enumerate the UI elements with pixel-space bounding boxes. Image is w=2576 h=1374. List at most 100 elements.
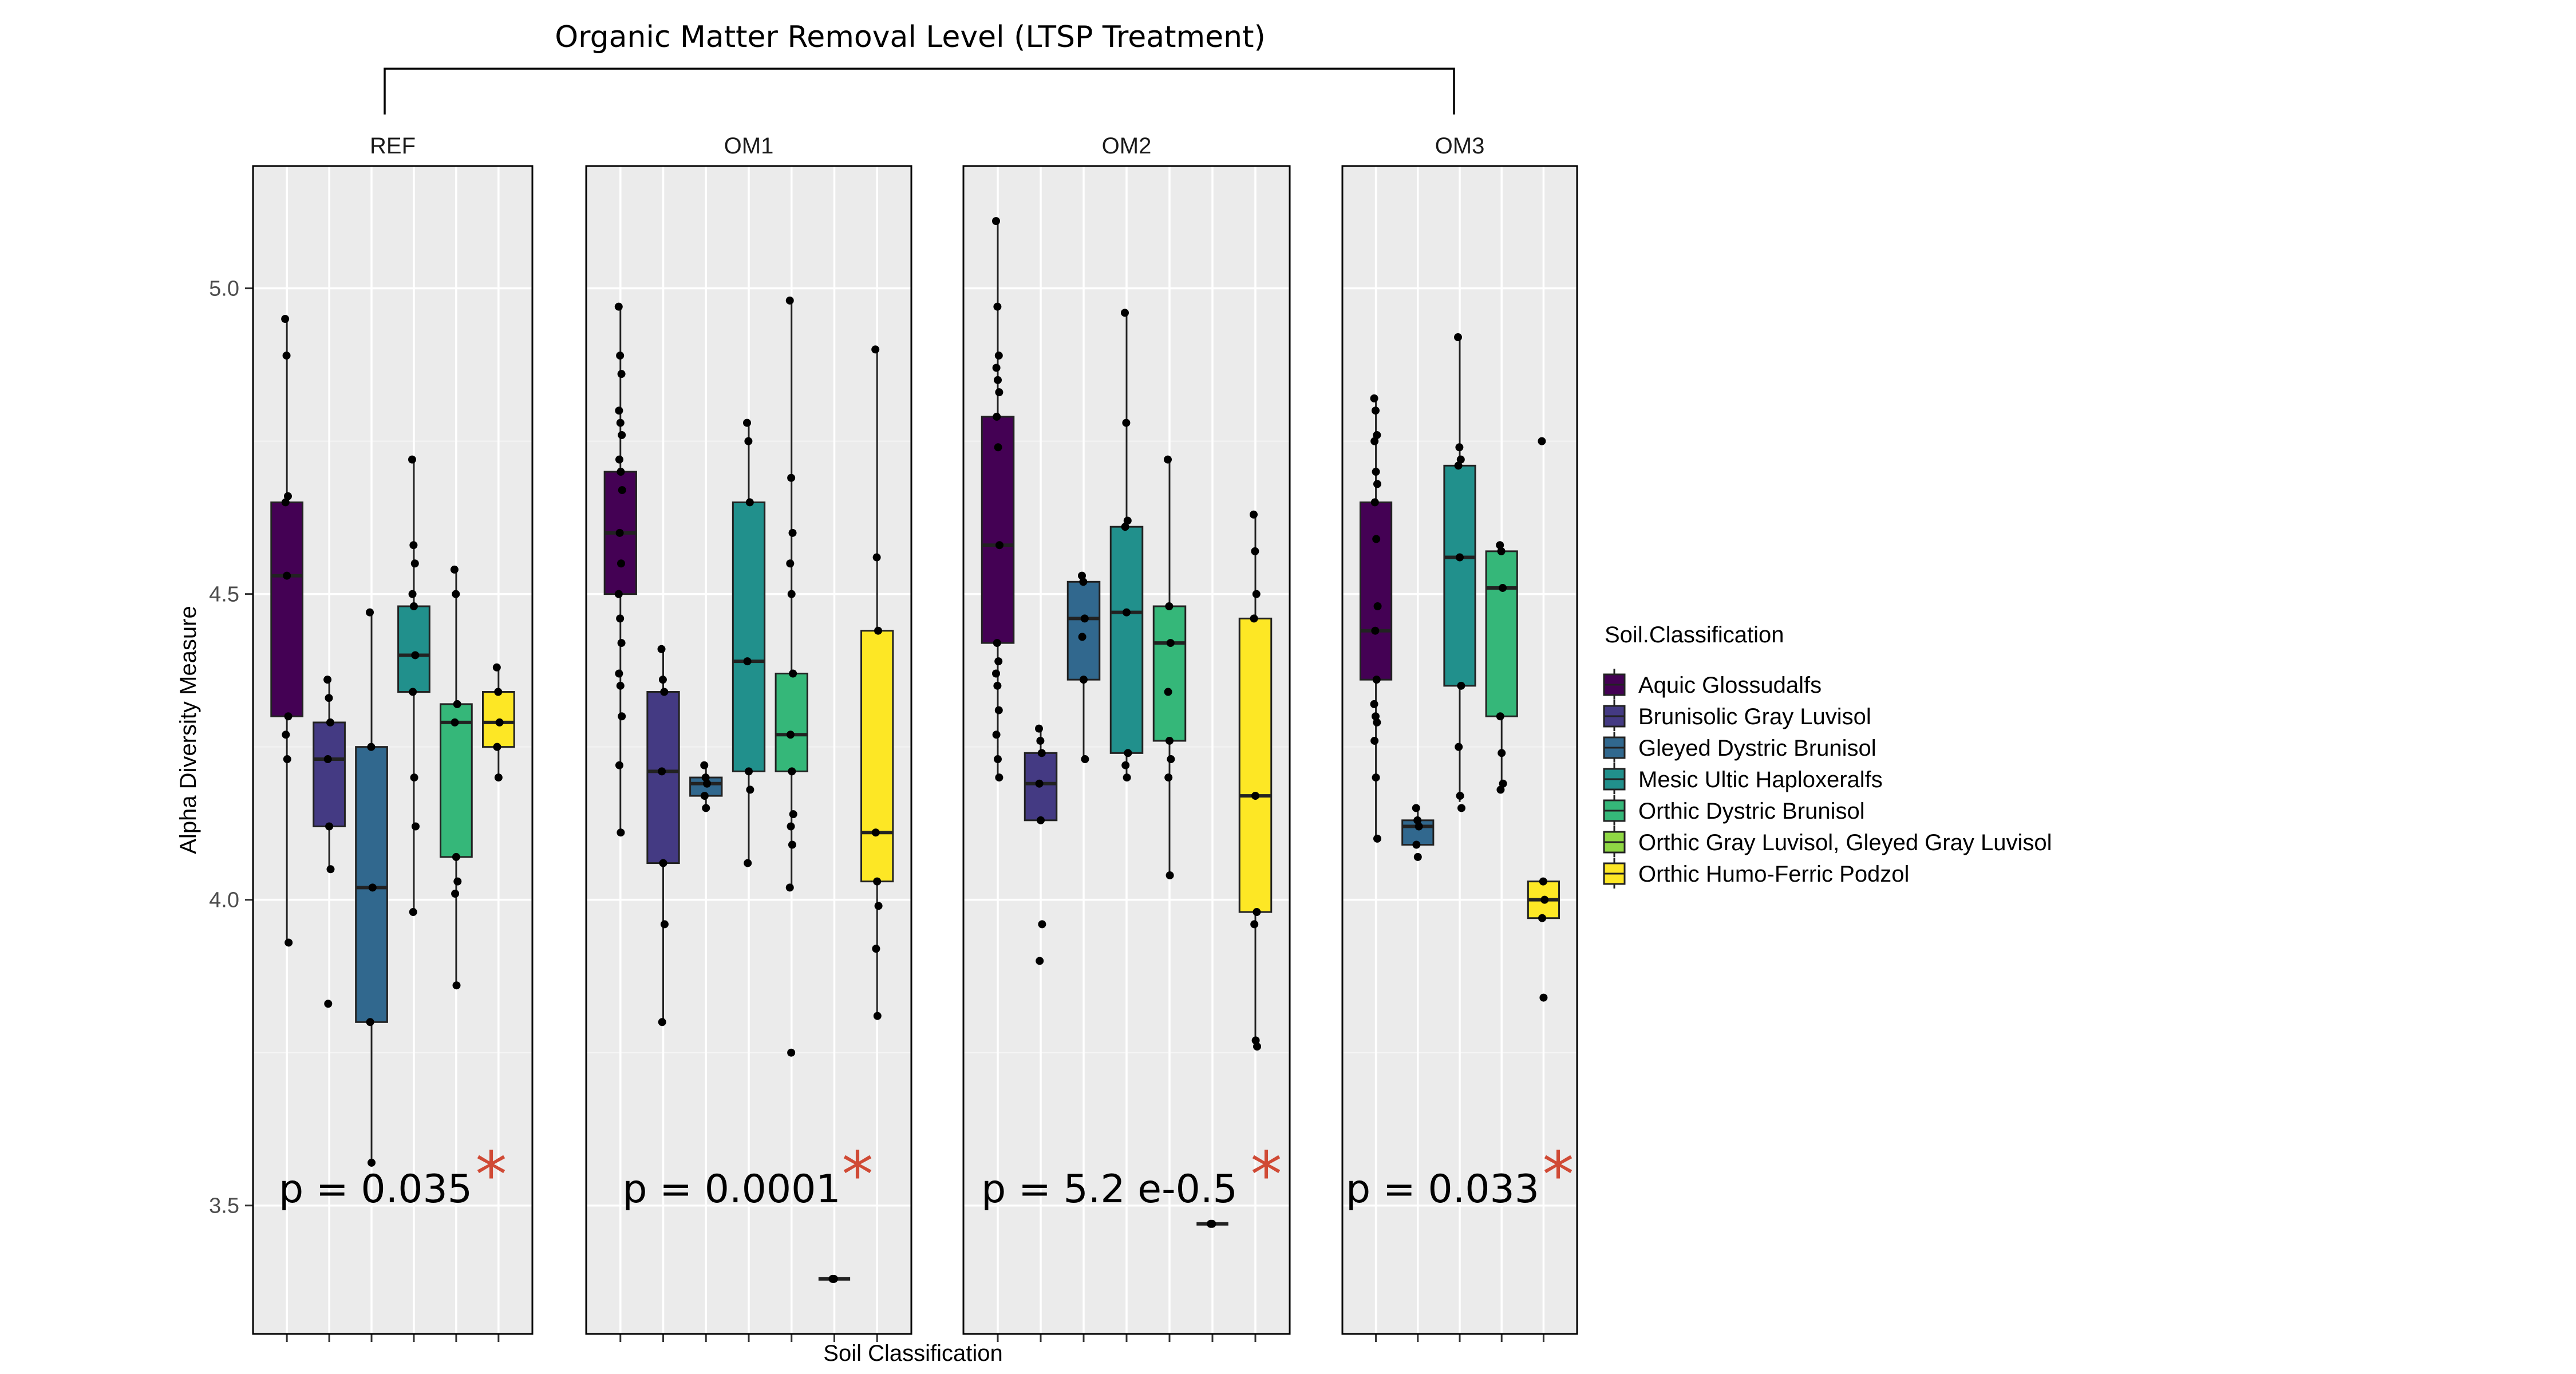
panel-om3: OM3 p = 0.033 * [1341,133,1578,1342]
data-point [743,657,752,666]
box-orthic-humo-ferric-podzol [1527,437,1560,1002]
data-point [452,981,461,990]
data-point [874,902,883,910]
box-mesic-ultic-haploxeralfs [732,418,766,867]
data-point [1539,877,1547,886]
data-point [788,528,797,537]
data-point [874,626,883,635]
data-point [1251,792,1259,800]
data-point [1123,608,1131,617]
data-point [324,1000,333,1008]
panel-om2: OM2 p = 5.2 e-0.5 * [962,133,1291,1342]
box-brunisolic-gray-luvisol [1024,724,1058,965]
data-point [992,731,1001,739]
data-point [1415,822,1423,831]
box-aquic-glossudalfs [981,217,1015,782]
data-point [993,639,1001,647]
panel-ref: REF p = 0.035 * [252,133,534,1342]
box-aquic-glossudalfs [603,302,637,837]
data-point [1371,626,1380,635]
data-point [745,767,753,776]
data-point [1370,437,1379,445]
data-point [1121,309,1129,317]
legend: Soil.Classification Aquic Glossudalfs Bru… [1603,622,2052,889]
data-point [995,388,1003,397]
data-point [615,669,623,678]
data-point [658,767,666,776]
data-point [1080,676,1088,684]
data-point [617,559,625,568]
box-body [440,703,473,858]
data-point [616,614,625,623]
box-mesic-ultic-haploxeralfs [1109,309,1144,782]
p-value: p = 0.035 [279,1167,472,1212]
data-point [995,773,1003,782]
data-point [992,217,1000,226]
data-point [787,1048,796,1057]
legend-label: Orthic Gray Luvisol, Gleyed Gray Luvisol [1638,830,2052,855]
data-point [1164,688,1172,696]
box-orthic-humo-ferric-podzol [1238,510,1273,1051]
data-point [1457,804,1465,812]
data-point [281,315,290,323]
data-point [702,804,710,812]
data-point [1454,333,1462,342]
data-point [1373,602,1382,611]
data-point [282,352,291,360]
data-point [703,779,712,788]
data-point [1250,614,1258,623]
data-point [409,688,417,696]
box-body [1066,581,1101,681]
data-point [872,553,881,562]
panel-label: OM1 [724,133,774,159]
p-value: p = 0.0001 [622,1167,840,1212]
data-point [615,528,624,537]
significance-star: * [842,1138,874,1211]
data-point [1035,724,1043,733]
data-point [1372,535,1381,543]
box-brunisolic-gray-luvisol [646,645,680,1026]
data-point [1496,541,1504,550]
box-body [313,721,346,828]
data-point [1373,834,1381,843]
data-point [1166,639,1175,647]
legend-entry: Orthic Humo-Ferric Podzol [1603,858,1909,889]
data-point [657,645,666,653]
data-point [1371,712,1380,721]
data-point [1121,761,1130,769]
data-point [366,608,374,617]
panel-border [585,165,912,1335]
data-point [368,883,377,892]
significance-star: * [476,1138,507,1211]
data-point [617,468,625,476]
data-point [658,1018,666,1026]
y-axis: 3.5 4.0 4.5 5.0 [209,277,253,1218]
panel-label: OM3 [1435,133,1485,159]
data-point [282,731,290,739]
data-point [660,920,669,929]
box-orthic-dystric-brunisol [1152,455,1187,879]
data-point [1454,461,1463,470]
data-point [701,773,710,782]
panel-border [252,165,534,1335]
data-point [1167,755,1175,764]
data-point [450,565,459,574]
p-value: p = 0.033 [1346,1167,1539,1212]
legend-label: Mesic Ultic Haploxeralfs [1638,767,1883,792]
data-point [1370,498,1379,507]
data-point [453,700,461,708]
legend-entry: Orthic Gray Luvisol, Gleyed Gray Luvisol [1603,826,2052,857]
data-point [283,492,292,500]
box-body [1152,605,1187,742]
data-point [1250,510,1258,519]
data-point [658,676,667,684]
data-point [1164,455,1172,464]
legend-entry: Orthic Dystric Brunisol [1603,795,1865,826]
data-point [452,590,460,598]
box-orthic-gray-luvisol-gleyed-gray-luvisol [1196,1219,1228,1228]
panel-background [252,165,534,1335]
y-tick-label: 4.0 [209,889,239,913]
data-point [615,406,623,415]
data-point [409,541,418,550]
